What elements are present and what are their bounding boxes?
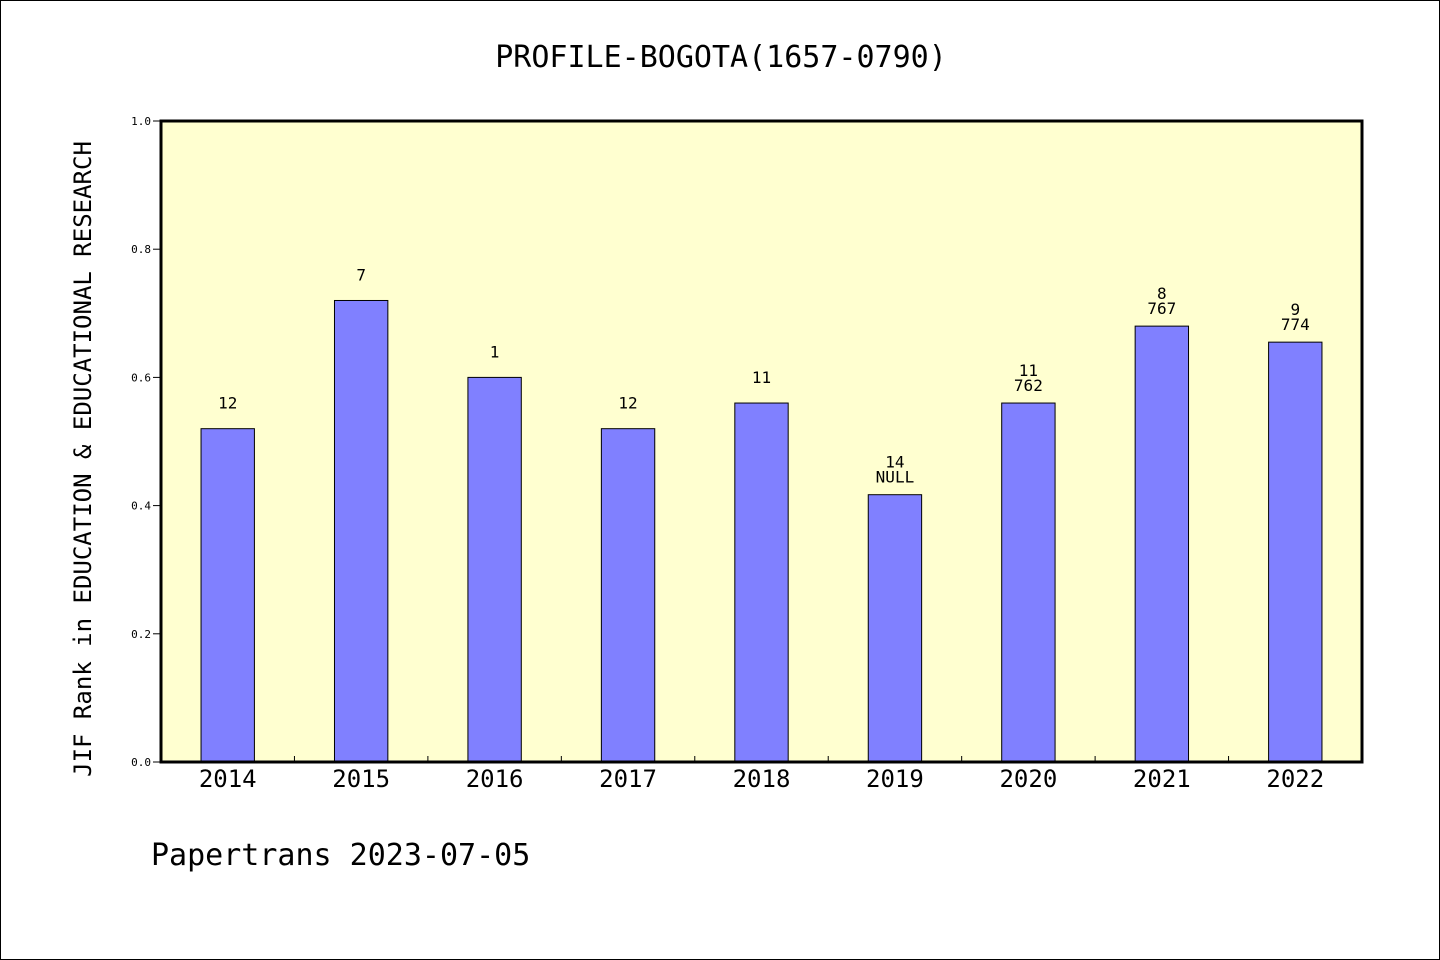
x-tick-label: 2014: [199, 765, 257, 793]
bar-2020: [1001, 402, 1056, 763]
data-label-total: 767: [1147, 299, 1176, 318]
bar-2021: [1134, 325, 1190, 763]
y-tick-label: 0.6: [131, 371, 151, 384]
bar-2019: [867, 494, 923, 763]
x-tick-label: 2018: [733, 765, 791, 793]
footer-credit: Papertrans 2023-07-05: [151, 838, 530, 873]
bar-2015: [333, 299, 389, 763]
y-tick-label: 0.0: [131, 756, 151, 769]
x-tick-label: 2016: [466, 765, 524, 793]
y-axis-label: JIF Rank in EDUCATION & EDUCATIONAL RESE…: [69, 141, 97, 777]
y-tick-label: 1.0: [131, 115, 151, 128]
data-label-rank: 14: [885, 453, 904, 472]
data-label-rank: 11: [1019, 361, 1038, 380]
data-label-rank: 11: [752, 368, 771, 387]
axis-ticks-group: 0.0 0.2 0.4 0.6 0.8 1.0 2014 2015 2016 2017 2018 20…: [131, 115, 1324, 793]
x-tick-label: 2020: [999, 765, 1057, 793]
chart-title: PROFILE-BOGOTA(1657-0790): [495, 40, 947, 75]
data-label-rank: 9: [1290, 300, 1300, 319]
bar-2014: [200, 428, 255, 763]
bar-2016: [467, 376, 522, 763]
y-tick-label: 0.4: [131, 500, 151, 513]
data-label-rank: 1: [490, 342, 500, 361]
data-label-rank: 8: [1157, 284, 1167, 303]
data-label-total: 762: [1014, 376, 1043, 395]
bar-2017: [600, 428, 656, 763]
plot-border: [159, 119, 1364, 764]
data-label-rank: 12: [618, 394, 637, 413]
x-tick-label: 2019: [866, 765, 924, 793]
y-tick-label: 0.8: [131, 243, 151, 256]
x-tick-label: 2015: [332, 765, 390, 793]
data-label-total: NULL: [876, 468, 915, 487]
y-tick-label: 0.2: [131, 628, 151, 641]
bar-2018: [734, 402, 789, 763]
x-tick-label: 2021: [1133, 765, 1191, 793]
data-label-rank: 7: [356, 265, 366, 284]
data-label-rank: 12: [218, 394, 237, 413]
x-tick-label: 2017: [599, 765, 657, 793]
bar-2022: [1268, 341, 1323, 763]
data-label-total: 774: [1281, 315, 1310, 334]
x-tick-label: 2022: [1266, 765, 1324, 793]
